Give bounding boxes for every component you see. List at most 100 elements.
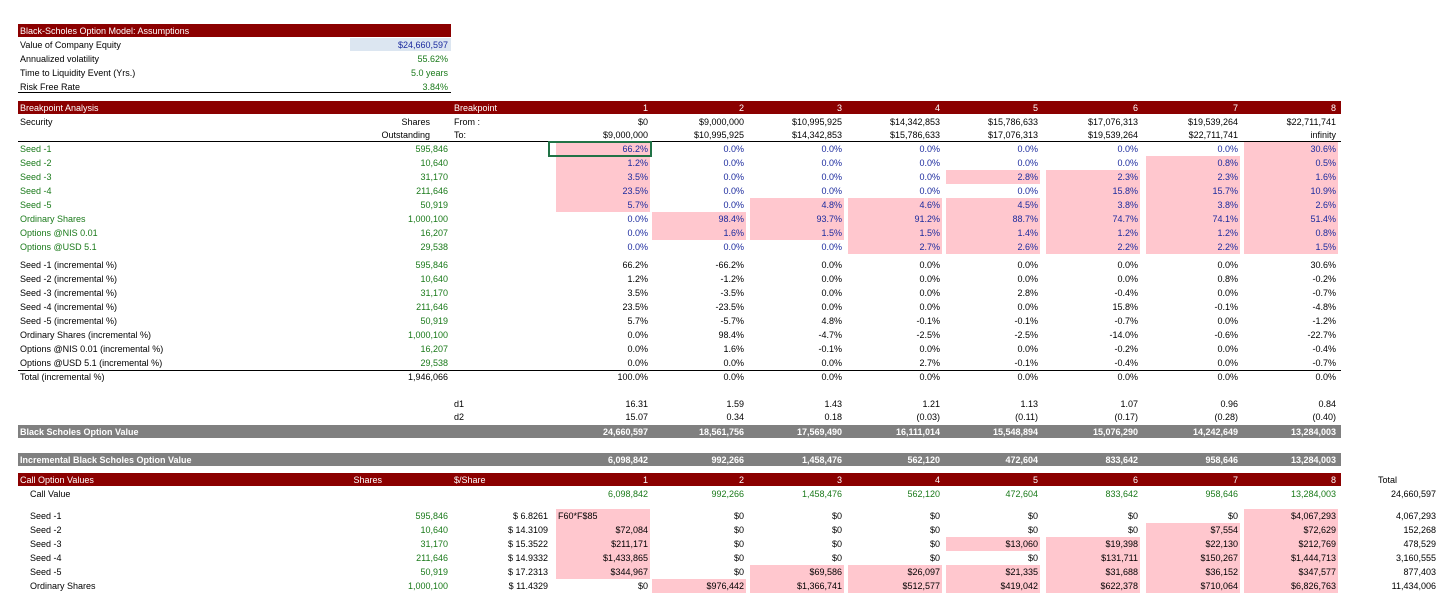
breakpoint-column-number[interactable]: 2 xyxy=(738,103,744,113)
allocation-percent[interactable]: 30.6% xyxy=(1310,144,1336,154)
breakpoint-column-number[interactable]: 7 xyxy=(1232,103,1238,113)
incremental-percent[interactable]: 0.8% xyxy=(1217,274,1238,284)
assumption-value[interactable]: 3.84% xyxy=(422,82,448,92)
allocation-percent[interactable]: 10.9% xyxy=(1310,186,1336,196)
call-row-total[interactable]: 478,529 xyxy=(1403,539,1436,549)
breakpoint-from-value[interactable]: $14,342,853 xyxy=(889,117,940,127)
security-shares[interactable]: 31,170 xyxy=(420,172,448,182)
security-shares[interactable]: 1,000,100 xyxy=(407,214,448,224)
assumption-value[interactable]: 5.0 years xyxy=(410,68,448,78)
incremental-percent[interactable]: -0.2% xyxy=(1114,344,1138,354)
incremental-row-label[interactable]: Seed -5 (incremental %) xyxy=(20,316,118,326)
d1-value[interactable]: 1.13 xyxy=(1020,399,1038,409)
breakpoint-from-value[interactable]: $17,076,313 xyxy=(1087,117,1138,127)
allocation-percent[interactable]: 2.8% xyxy=(1017,172,1038,182)
incremental-percent[interactable]: 0.0% xyxy=(919,344,940,354)
incremental-bs-value[interactable]: 13,284,003 xyxy=(1290,455,1336,465)
call-shares[interactable]: 50,919 xyxy=(420,567,448,577)
assumption-label[interactable]: Time to Liquidity Event (Yrs.) xyxy=(20,68,136,78)
security-label[interactable]: Security xyxy=(20,117,53,127)
assumption-label[interactable]: Annualized volatility xyxy=(20,54,100,64)
security-row-label[interactable]: Options @USD 5.1 xyxy=(20,242,97,252)
incremental-percent[interactable]: 0.0% xyxy=(919,274,940,284)
incremental-percent[interactable]: 0.0% xyxy=(1017,302,1038,312)
allocation-percent[interactable]: 88.7% xyxy=(1012,214,1038,224)
allocation-percent[interactable]: 15.7% xyxy=(1212,186,1238,196)
allocation-percent[interactable]: 3.5% xyxy=(627,172,648,182)
allocation-percent[interactable]: 0.0% xyxy=(1017,186,1038,196)
incremental-percent[interactable]: 2.7% xyxy=(919,358,940,368)
call-row-total[interactable]: 3,160,555 xyxy=(1395,553,1436,563)
incremental-percent[interactable]: 98.4% xyxy=(718,330,744,340)
breakpoint-from-value[interactable]: $22,711,741 xyxy=(1286,117,1336,127)
breakpoint-from-value[interactable]: $15,786,633 xyxy=(987,117,1038,127)
incremental-bs-value[interactable]: 992,266 xyxy=(711,455,744,465)
bs-value[interactable]: 13,284,003 xyxy=(1290,427,1336,437)
allocation-percent[interactable]: 5.7% xyxy=(627,200,648,210)
price-per-share[interactable]: $ 14.9332 xyxy=(507,553,548,563)
total-percent[interactable]: 0.0% xyxy=(1117,372,1138,382)
to-label[interactable]: To: xyxy=(454,130,467,140)
incremental-percent[interactable]: 66.2% xyxy=(622,260,648,270)
total-percent[interactable]: 0.0% xyxy=(1017,372,1038,382)
incremental-percent[interactable]: -0.1% xyxy=(1014,316,1038,326)
bs-value[interactable]: 24,660,597 xyxy=(602,427,648,437)
d2-value[interactable]: (0.11) xyxy=(1015,412,1038,422)
allocation-percent[interactable]: 1.2% xyxy=(627,158,648,168)
incremental-percent[interactable]: 4.8% xyxy=(821,316,842,326)
breakpoint-to-value[interactable]: $10,995,925 xyxy=(693,130,744,140)
call-option-value[interactable]: $0 xyxy=(733,511,744,521)
d2-value[interactable]: (0.28) xyxy=(1214,412,1238,422)
price-per-share[interactable]: $ 11.4329 xyxy=(508,581,548,591)
d1-value[interactable]: 16.31 xyxy=(625,399,648,409)
call-option-value[interactable]: $72,629 xyxy=(1303,525,1336,535)
call-value[interactable]: 1,458,476 xyxy=(801,489,842,499)
incremental-percent[interactable]: 0.0% xyxy=(1017,260,1038,270)
allocation-percent[interactable]: 0.8% xyxy=(1315,228,1336,238)
breakpoint-column-number[interactable]: 5 xyxy=(1032,103,1038,113)
incremental-bs-value[interactable]: 1,458,476 xyxy=(801,455,842,465)
incremental-percent[interactable]: -0.6% xyxy=(1214,330,1238,340)
incremental-percent[interactable]: 0.0% xyxy=(1217,288,1238,298)
total-percent[interactable]: 0.0% xyxy=(919,372,940,382)
d2-value[interactable]: (0.40) xyxy=(1312,412,1336,422)
allocation-percent[interactable]: 0.0% xyxy=(627,242,648,252)
allocation-percent[interactable]: 1.6% xyxy=(723,228,744,238)
call-value[interactable]: 6,098,842 xyxy=(607,489,648,499)
allocation-percent[interactable]: 15.8% xyxy=(1112,186,1138,196)
breakpoint-from-value[interactable]: $19,539,264 xyxy=(1187,117,1238,127)
call-option-value[interactable]: $1,444,713 xyxy=(1290,553,1336,563)
call-title[interactable]: Call Option Values xyxy=(20,475,94,485)
incremental-percent[interactable]: -4.8% xyxy=(1312,302,1336,312)
total-shares[interactable]: 1,946,066 xyxy=(407,372,448,382)
allocation-percent[interactable]: 1.5% xyxy=(821,228,842,238)
security-shares[interactable]: 16,207 xyxy=(420,228,448,238)
incremental-percent[interactable]: 23.5% xyxy=(622,302,648,312)
incremental-percent[interactable]: 0.0% xyxy=(1117,260,1138,270)
allocation-percent[interactable]: 2.3% xyxy=(1117,172,1138,182)
assumption-label[interactable]: Value of Company Equity xyxy=(20,40,121,50)
incremental-percent[interactable]: 0.0% xyxy=(1217,344,1238,354)
call-option-value[interactable]: $7,554 xyxy=(1210,525,1238,535)
incremental-percent[interactable]: 0.0% xyxy=(919,260,940,270)
call-row-total[interactable]: 152,268 xyxy=(1403,525,1436,535)
call-option-value[interactable]: $0 xyxy=(733,539,744,549)
call-option-value[interactable]: $0 xyxy=(929,525,940,535)
incremental-percent[interactable]: -0.7% xyxy=(1312,358,1336,368)
allocation-percent[interactable]: 0.0% xyxy=(627,214,648,224)
incremental-shares[interactable]: 1,000,100 xyxy=(407,330,448,340)
bs-value[interactable]: 15,548,894 xyxy=(992,427,1038,437)
allocation-percent[interactable]: 4.5% xyxy=(1017,200,1038,210)
allocation-percent[interactable]: 0.0% xyxy=(919,172,940,182)
allocation-percent[interactable]: 0.0% xyxy=(821,158,842,168)
formula-edit-cell[interactable]: F60*F$85 xyxy=(558,511,598,521)
call-option-value[interactable]: $0 xyxy=(929,539,940,549)
d1-value[interactable]: 0.84 xyxy=(1318,399,1336,409)
incremental-row-label[interactable]: Seed -3 (incremental %) xyxy=(20,288,118,298)
call-column-number[interactable]: 5 xyxy=(1032,475,1038,485)
incremental-percent[interactable]: -14.0% xyxy=(1109,330,1138,340)
call-option-value[interactable]: $19,398 xyxy=(1105,539,1138,549)
allocation-percent[interactable]: 98.4% xyxy=(718,214,744,224)
call-option-value[interactable]: $131,711 xyxy=(1101,553,1138,563)
assumption-value[interactable]: 55.62% xyxy=(417,54,448,64)
